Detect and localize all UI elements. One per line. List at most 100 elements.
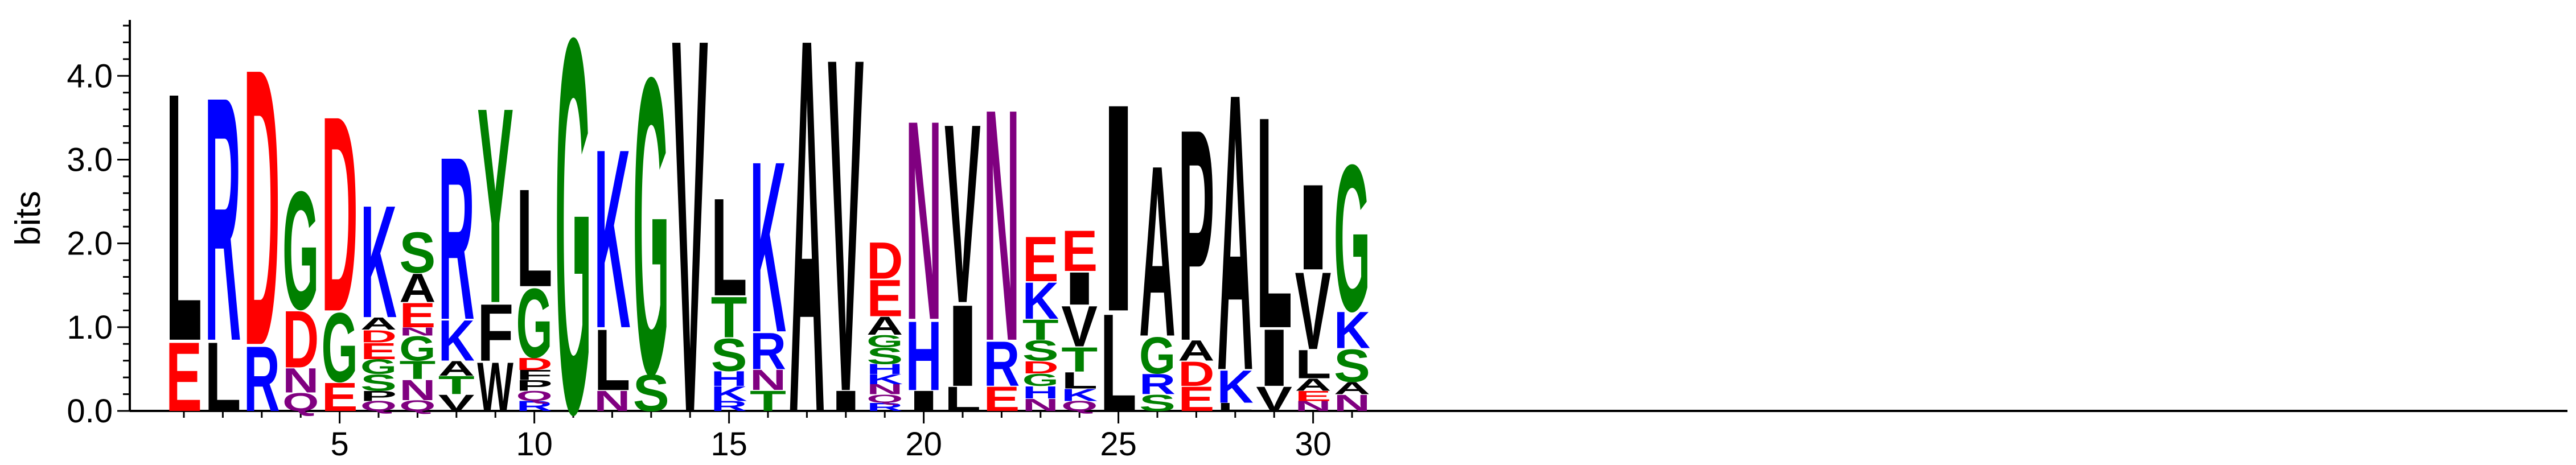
logo-letter-Y: Y <box>477 50 513 361</box>
logo-letter-D: D <box>282 294 319 385</box>
logo-letter-G: G <box>1334 122 1370 355</box>
y-axis: 0.0 1.0 2.0 3.0 4.0 bits <box>9 20 131 430</box>
logo-letter-D: D <box>244 0 280 428</box>
logo-letter-A: A <box>866 311 903 340</box>
logo-letter-F: F <box>516 368 553 383</box>
logo-letter-L: L <box>944 380 981 419</box>
logo-letter-D: D <box>516 355 553 374</box>
logo-letter-N: N <box>983 40 1020 410</box>
logo-letter-K: K <box>866 372 903 388</box>
logo-letter-A: A <box>1334 378 1370 398</box>
logo-letter-Q: Q <box>866 392 903 405</box>
logo-letter-K: K <box>1217 361 1254 413</box>
logo-letter-D: D <box>322 57 358 369</box>
logo-letter-R: R <box>750 322 786 381</box>
logo-column-13: SG <box>633 0 669 464</box>
logo-letter-V: V <box>1061 294 1098 359</box>
logo-letter-P: P <box>360 388 397 404</box>
logo-letter-N: N <box>594 385 630 418</box>
logo-letter-L: L <box>711 169 747 325</box>
logo-letter-E: E <box>983 380 1020 419</box>
logo-letter-N: N <box>1295 398 1332 414</box>
logo-letter-K: K <box>360 173 397 352</box>
logo-letter-L: L <box>1061 367 1098 393</box>
x-tick-label: 30 <box>1295 426 1332 463</box>
logo-column-20: IHN <box>906 61 942 418</box>
logo-letter-R: R <box>204 23 241 414</box>
x-ticks: 5 10 15 20 25 30 <box>183 411 1353 463</box>
logo-letter-A: A <box>438 357 475 381</box>
logo-column-17: A <box>788 0 825 465</box>
logo-letter-G: G <box>1022 371 1059 390</box>
logo-letter-S: S <box>1022 335 1059 367</box>
logo-letter-S: S <box>711 328 747 381</box>
logo-letter-P: P <box>516 377 553 394</box>
logo-letter-T: T <box>1022 314 1059 346</box>
logo-column-3: RD <box>244 0 280 431</box>
logo-letter-A: A <box>1178 335 1214 367</box>
logo-letter-I: I <box>906 385 942 417</box>
logo-letter-R: R <box>711 398 747 414</box>
logo-letter-A: A <box>1217 11 1254 453</box>
logo-letter-G: G <box>633 0 669 464</box>
logo-letter-H: H <box>866 361 903 377</box>
logo-letter-Q: Q <box>282 388 319 417</box>
logo-column-9: WFY <box>477 50 513 426</box>
logo-letter-D: D <box>1022 357 1059 377</box>
y-tick-label: 1.0 <box>67 309 113 346</box>
logo-letter-N: N <box>399 375 436 407</box>
logo-column-22: ERN <box>983 40 1020 419</box>
logo-letter-L: L <box>1295 342 1332 388</box>
logo-letter-E: E <box>322 374 358 419</box>
logo-letter-N: N <box>866 381 903 397</box>
logo-letter-A: A <box>399 266 436 311</box>
logo-letter-K: K <box>1334 301 1370 360</box>
logo-letter-N: N <box>1022 396 1059 415</box>
logo-letter-L: L <box>204 322 241 433</box>
logo-letter-R: R <box>438 108 475 368</box>
logo-letter-V: V <box>828 0 864 465</box>
logo-letter-E: E <box>166 322 202 432</box>
logo-letter-S: S <box>866 343 903 369</box>
logo-letter-L: L <box>516 159 553 315</box>
x-tick-label: 20 <box>905 426 942 463</box>
logo-letter-N: N <box>399 325 436 338</box>
logo-column-5: EGD <box>322 57 358 419</box>
logo-letter-I: I <box>828 385 864 417</box>
logo-letter-L: L <box>594 311 630 409</box>
logo-letter-A: A <box>1139 114 1176 388</box>
x-tick-label: 5 <box>330 426 348 463</box>
logo-letter-H: H <box>711 367 747 390</box>
logo-letter-G: G <box>360 355 397 379</box>
logo-letter-P: P <box>1178 65 1214 404</box>
logo-letter-S: S <box>399 220 436 285</box>
x-tick-label: 15 <box>710 426 747 463</box>
logo-letter-W: W <box>477 347 513 426</box>
logo-letter-V: V <box>1295 249 1332 373</box>
logo-column-14: V <box>672 0 708 465</box>
logo-letter-L: L <box>166 18 202 415</box>
logo-letter-T: T <box>399 356 436 385</box>
logo-letter-V: V <box>944 71 981 356</box>
logo-column-11: G <box>555 0 591 465</box>
logo-column-12: NLK <box>594 96 630 417</box>
x-axis: 5 10 15 20 25 30 <box>130 410 2567 463</box>
logo-letter-R: R <box>1139 368 1176 401</box>
logo-letter-H: H <box>906 301 942 411</box>
logo-letter-T: T <box>711 285 747 350</box>
logo-letter-Q: Q <box>516 388 553 404</box>
logo-letter-R: R <box>983 328 1020 400</box>
logo-letter-N: N <box>906 61 942 380</box>
logo-letter-G: G <box>516 268 553 378</box>
logo-letter-I: I <box>1100 43 1137 374</box>
logo-letter-T: T <box>438 371 475 400</box>
logo-letter-E: E <box>866 269 903 328</box>
logo-letter-L: L <box>1256 54 1292 392</box>
logo-letter-S: S <box>1334 339 1370 392</box>
